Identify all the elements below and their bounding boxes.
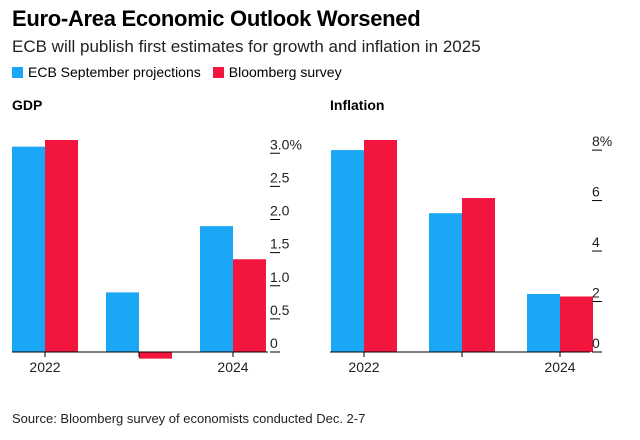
- y-tick-label: 0: [270, 335, 278, 351]
- legend-label-bloomberg: Bloomberg survey: [228, 64, 342, 80]
- bar: [139, 352, 172, 359]
- bar: [106, 292, 139, 352]
- y-tick-label: 1.0: [270, 269, 290, 285]
- x-tick-label: 2022: [348, 359, 379, 375]
- bar: [560, 296, 593, 352]
- bar: [462, 198, 495, 352]
- bar: [200, 226, 233, 352]
- y-tick-label: 8%: [592, 133, 612, 149]
- chart-panel-inflation: Inflation 2022 2024 0 2 4 6 8%: [330, 97, 612, 375]
- bar: [233, 259, 266, 352]
- x-tick-label: 2024: [217, 359, 248, 375]
- legend: ECB September projections Bloomberg surv…: [12, 64, 354, 80]
- legend-swatch-ecb: [12, 66, 23, 78]
- y-tick-label: 2: [592, 285, 600, 301]
- bar: [45, 140, 78, 352]
- y-tick-label: 6: [592, 184, 600, 200]
- y-tick-label: 3.0%: [270, 136, 302, 152]
- chart-subtitle: ECB will publish first estimates for gro…: [12, 37, 481, 56]
- y-tick-label: 1.5: [270, 236, 290, 252]
- y-tick-label: 0: [592, 335, 600, 351]
- bar: [527, 293, 560, 352]
- bar: [364, 140, 397, 352]
- y-tick-label: 2.0: [270, 203, 290, 219]
- y-tick-label: 2.5: [270, 169, 290, 185]
- panel-title: Inflation: [330, 97, 384, 113]
- source-note: Source: Bloomberg survey of economists c…: [12, 411, 366, 426]
- legend-label-ecb: ECB September projections: [28, 64, 201, 80]
- chart-title: Euro-Area Economic Outlook Worsened: [12, 6, 421, 31]
- y-tick-label: 4: [592, 234, 600, 250]
- bar: [12, 146, 45, 352]
- bar: [429, 213, 462, 352]
- legend-item-ecb: ECB September projections: [12, 64, 201, 80]
- x-tick-label: 2024: [544, 359, 575, 375]
- bar: [331, 150, 364, 352]
- chart-panel-gdp: GDP 2022 2024 0 0.5 1.0 1.5 2.0 2.5 3.0%: [12, 97, 302, 375]
- y-tick-label: 0.5: [270, 302, 290, 318]
- panel-title: GDP: [12, 97, 42, 113]
- x-tick-label: 2022: [29, 359, 60, 375]
- legend-item-bloomberg: Bloomberg survey: [212, 64, 342, 80]
- legend-swatch-bloomberg: [212, 66, 224, 78]
